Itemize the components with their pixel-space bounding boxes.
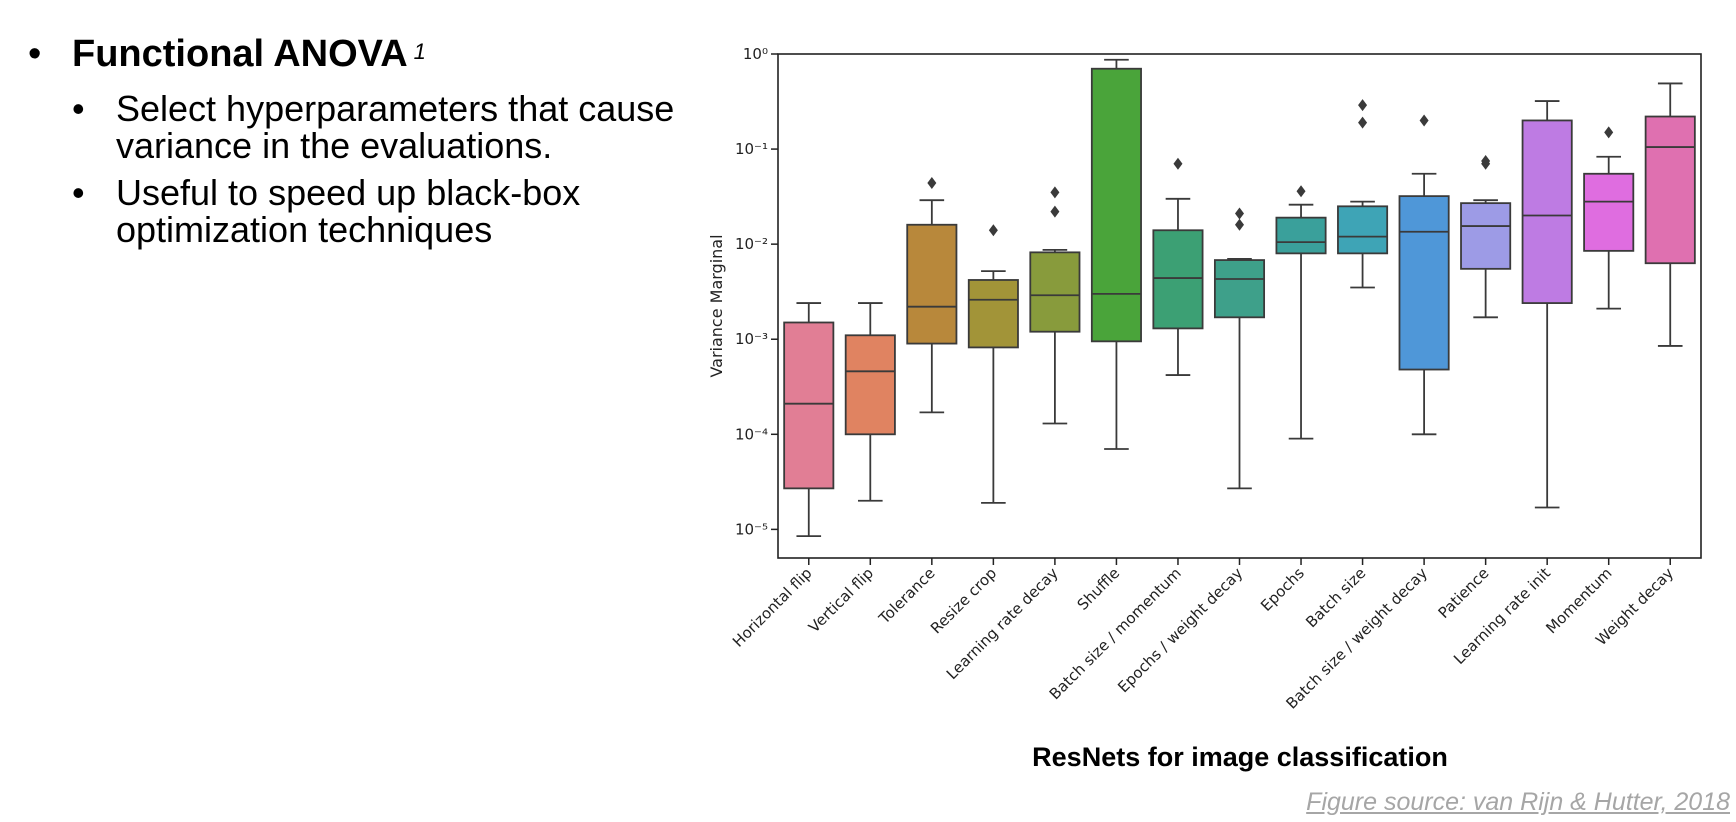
box [1275, 216, 1327, 255]
x-tick-label: Epochs / weight decay [1114, 564, 1246, 696]
box [1213, 259, 1266, 319]
sub-bullet-text: Useful to speed up black-box optimizatio… [116, 172, 581, 250]
x-tick-label: Batch size [1302, 564, 1369, 631]
x-tick-label: Learning rate decay [943, 564, 1062, 683]
outlier-point [1419, 114, 1429, 127]
variance-boxplot-chart: 10⁰ 10⁻¹ 10⁻² 10⁻³ 10⁻⁴ 10⁻⁵ Variance Marginal… [707, 45, 1702, 713]
outlier-point [988, 224, 998, 237]
y-tick-label: 10⁻¹ [735, 140, 768, 158]
sub-bullet-2: • Useful to speed up black-box optimizat… [28, 174, 708, 248]
box [1398, 195, 1450, 371]
bullet-functional-anova: • Functional ANOVA 1 [28, 28, 708, 80]
outlier-point [1358, 99, 1368, 112]
outlier-point [1235, 218, 1244, 231]
box [1644, 115, 1696, 265]
outlier-point [1481, 154, 1491, 167]
y-axis-label: Variance Marginal [707, 234, 726, 377]
footnote-marker: 1 [413, 39, 426, 64]
outlier-point [1296, 185, 1306, 198]
box [1521, 119, 1573, 304]
sub-bullet-text: Select hyperparameters that cause varian… [116, 88, 675, 166]
box [783, 321, 835, 490]
figure-source-link[interactable]: Figure source: van Rijn & Hutter, 2018 [1306, 788, 1730, 816]
outlier-point [927, 176, 937, 189]
outlier-point [1358, 116, 1368, 129]
outlier-point [1050, 205, 1060, 218]
box [967, 279, 1019, 349]
x-tick-label: Patience [1435, 564, 1493, 622]
x-tick-label: Tolerance [875, 564, 939, 628]
box [1029, 251, 1081, 333]
y-tick-label: 10⁰ [743, 45, 768, 63]
sub-bullet-1: • Select hyperparameters that cause vari… [28, 90, 708, 164]
box [1583, 172, 1635, 252]
y-tick-label: 10⁻⁴ [735, 425, 768, 443]
x-tick-label: Horizontal flip [729, 564, 816, 651]
box [1337, 205, 1389, 255]
slide-heading: Functional ANOVA [72, 33, 408, 75]
bullet-dot: • [72, 88, 85, 129]
y-tick-label: 10⁻³ [735, 330, 768, 348]
box [844, 334, 896, 436]
outlier-point [1050, 186, 1060, 199]
box [906, 223, 958, 345]
x-tick-label: Vertical flip [805, 564, 877, 636]
y-tick-label: 10⁻² [735, 235, 768, 253]
figure-title: ResNets for image classification [1032, 742, 1448, 772]
box [1090, 67, 1142, 343]
outlier-point [1604, 126, 1614, 139]
bullet-dot: • [28, 33, 42, 75]
outlier-point [1173, 157, 1183, 170]
bullet-dot: • [72, 172, 85, 213]
box [1460, 202, 1512, 270]
x-tick-label: Shuffle [1074, 564, 1124, 614]
y-tick-label: 10⁻⁵ [735, 520, 768, 538]
outlier-point [1235, 207, 1244, 220]
bullet-list: • Functional ANOVA 1 • Select hyperparame… [28, 28, 708, 248]
x-tick-label: Epochs [1257, 564, 1308, 615]
box [1152, 229, 1204, 330]
